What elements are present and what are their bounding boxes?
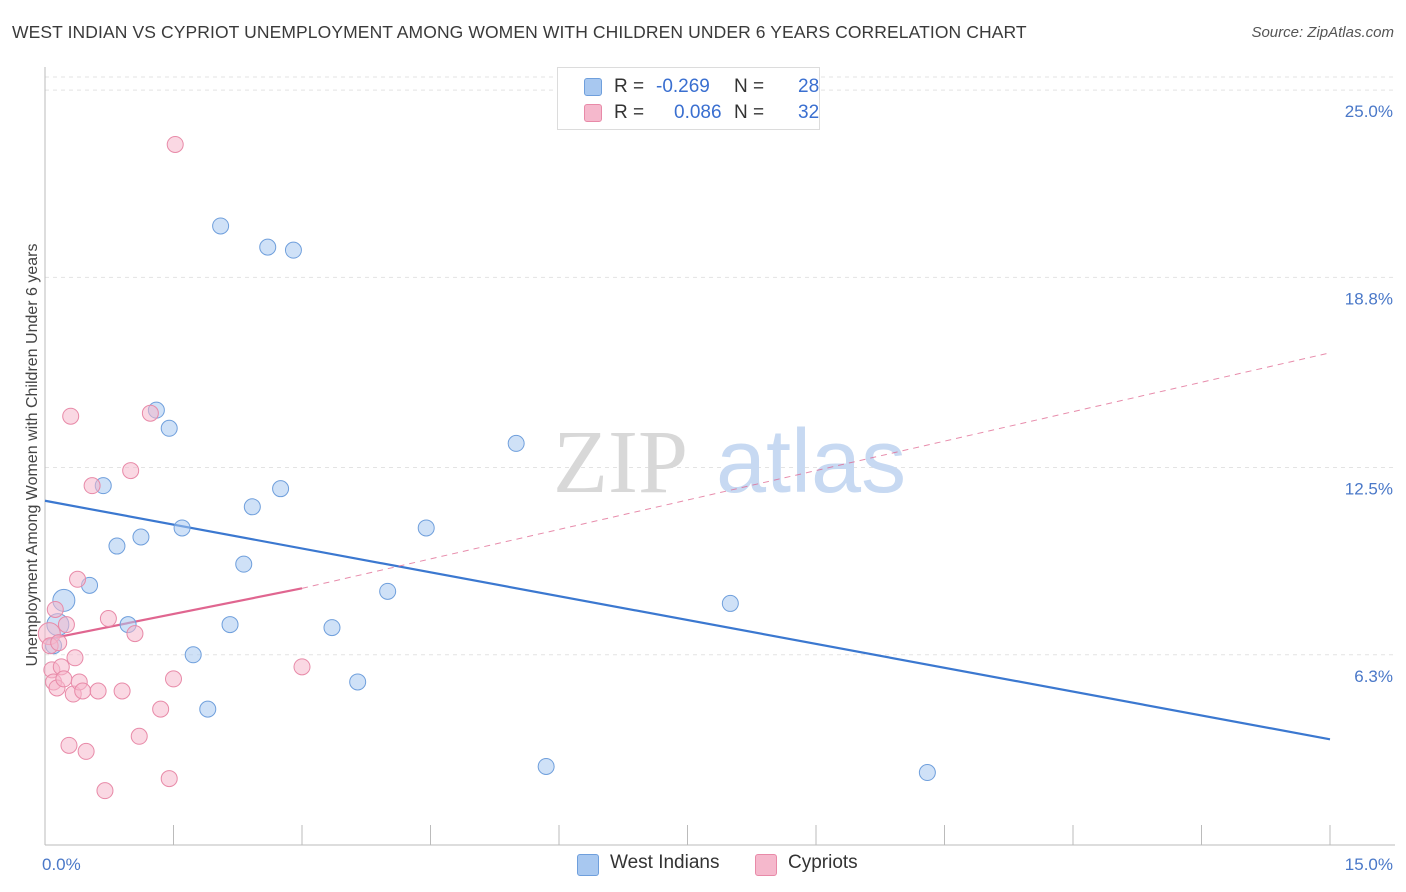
series-swatch-west-indians <box>577 854 599 876</box>
cypriot-point <box>83 477 101 495</box>
west-indian-point <box>918 764 936 782</box>
watermark: ZIP atlas <box>553 412 906 512</box>
cypriot-point <box>62 407 80 425</box>
y-tick-label: 25.0% <box>1345 102 1393 121</box>
cypriot-point <box>160 770 178 788</box>
west-indian-point <box>132 528 150 546</box>
y-tick-label: 12.5% <box>1345 480 1393 499</box>
west-indian-point <box>235 555 253 573</box>
legend-n-label: N = <box>734 76 765 97</box>
legend-n-value: 28 <box>798 76 820 97</box>
trend-line-west-indians <box>44 499 1331 741</box>
west-indian-point <box>108 537 126 555</box>
cypriot-point <box>89 682 107 700</box>
series-label-west-indians: West Indians <box>610 852 720 873</box>
west-indian-point <box>173 519 191 537</box>
watermark-zip: ZIP <box>553 413 688 512</box>
trend-lines <box>44 352 1331 741</box>
cypriot-point <box>126 625 144 643</box>
cypriot-point <box>99 610 117 628</box>
cypriot-point <box>293 658 311 676</box>
west-indian-point <box>259 238 277 256</box>
y-tick-label: 6.3% <box>1354 667 1393 686</box>
cypriot-point <box>66 649 84 667</box>
tick-labels: 6.3% 12.5% 18.8% 25.0% 0.0% 15.0% <box>42 102 1393 874</box>
west-indian-point <box>323 619 341 637</box>
west-indian-point <box>379 582 397 600</box>
cypriot-point <box>55 670 73 688</box>
cypriot-point <box>122 462 140 480</box>
cypriot-point <box>113 682 131 700</box>
west-indian-point <box>199 700 217 718</box>
legend-n-value: 32 <box>798 102 820 123</box>
cypriot-point <box>46 600 64 618</box>
y-axis-label: Unemployment Among Women with Children U… <box>24 243 41 666</box>
west-indian-point <box>243 498 261 516</box>
watermark-atlas: atlas <box>716 412 906 512</box>
cypriot-point <box>74 682 92 700</box>
legend-swatch-cypriots <box>584 104 602 122</box>
data-points <box>37 135 936 800</box>
cypriot-point <box>60 736 78 754</box>
legend-n-label: N = <box>734 102 765 123</box>
cypriot-point <box>50 634 68 652</box>
west-indian-point <box>349 673 367 691</box>
y-tick-label: 18.8% <box>1345 289 1393 308</box>
cypriot-point <box>77 742 95 760</box>
west-indian-point <box>417 519 435 537</box>
legend-r-label: R = <box>614 102 645 123</box>
correlation-legend: R = -0.269 N = 28 R = 0.086 N = 32 <box>557 67 820 130</box>
legend-swatch-west-indians <box>584 78 602 96</box>
x-tick-label: 0.0% <box>42 855 81 874</box>
west-indian-point <box>507 434 525 452</box>
west-indian-point <box>284 241 302 259</box>
chart-title: WEST INDIAN VS CYPRIOT UNEMPLOYMENT AMON… <box>12 22 1027 42</box>
legend-r-label: R = <box>614 76 645 97</box>
cypriot-point <box>96 782 114 800</box>
west-indian-point <box>212 217 230 235</box>
axes <box>44 67 1395 846</box>
west-indian-point <box>537 757 555 775</box>
legend-r-value: -0.269 <box>656 76 710 97</box>
source-label: Source: ZipAtlas.com <box>1251 24 1394 41</box>
cypriot-point <box>141 404 159 422</box>
legend-r-value: 0.086 <box>674 102 722 123</box>
cypriot-point <box>166 135 184 153</box>
cypriot-point <box>130 727 148 745</box>
cypriot-point <box>152 700 170 718</box>
cypriot-point <box>57 616 75 634</box>
trend-line-cypriots <box>44 587 303 641</box>
west-indian-point <box>721 594 739 612</box>
west-indian-point <box>160 419 178 437</box>
x-tick-label: 15.0% <box>1345 855 1393 874</box>
cypriot-point <box>165 670 182 688</box>
west-indian-point <box>184 646 202 664</box>
west-indian-point <box>221 616 239 634</box>
series-label-cypriots: Cypriots <box>788 852 858 873</box>
cypriot-point <box>69 570 87 588</box>
west-indian-point <box>272 480 290 498</box>
series-swatch-cypriots <box>755 854 777 876</box>
